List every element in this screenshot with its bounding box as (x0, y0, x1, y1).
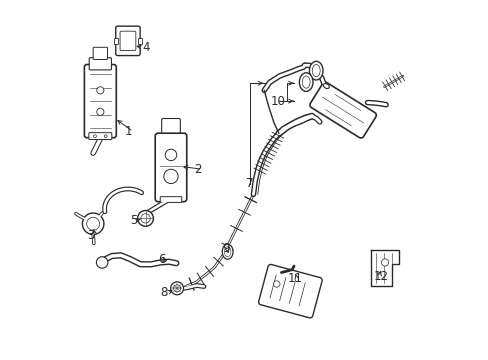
Text: 11: 11 (286, 272, 302, 285)
Circle shape (82, 213, 104, 234)
Bar (114, 38, 118, 44)
Circle shape (137, 211, 153, 226)
Text: 10: 10 (270, 95, 285, 108)
Polygon shape (370, 250, 399, 286)
FancyBboxPatch shape (309, 82, 376, 138)
Ellipse shape (323, 84, 328, 89)
Circle shape (96, 257, 108, 268)
FancyBboxPatch shape (120, 31, 136, 50)
Text: 8: 8 (160, 287, 167, 300)
FancyBboxPatch shape (162, 118, 180, 139)
Ellipse shape (309, 61, 323, 80)
Circle shape (97, 108, 104, 116)
Text: 3: 3 (87, 229, 95, 242)
Text: 6: 6 (158, 253, 165, 266)
Text: 4: 4 (142, 41, 149, 54)
Circle shape (173, 285, 180, 292)
Circle shape (381, 259, 388, 266)
FancyBboxPatch shape (155, 133, 186, 202)
Text: 1: 1 (124, 125, 131, 138)
FancyBboxPatch shape (89, 58, 111, 70)
FancyBboxPatch shape (116, 26, 140, 55)
Ellipse shape (224, 247, 230, 257)
Text: 5: 5 (129, 214, 137, 227)
Circle shape (163, 169, 178, 184)
FancyBboxPatch shape (84, 64, 116, 138)
Text: 7: 7 (245, 177, 253, 190)
Circle shape (93, 135, 96, 138)
Text: 12: 12 (372, 270, 387, 283)
Text: 2: 2 (194, 163, 201, 176)
Circle shape (165, 149, 176, 161)
Text: 9: 9 (222, 242, 229, 255)
FancyBboxPatch shape (258, 265, 322, 318)
Circle shape (104, 135, 107, 138)
Circle shape (86, 217, 100, 230)
FancyBboxPatch shape (93, 47, 107, 59)
Circle shape (97, 87, 104, 94)
Ellipse shape (312, 64, 320, 77)
Circle shape (141, 214, 150, 223)
Circle shape (273, 281, 280, 287)
Circle shape (170, 282, 183, 295)
Ellipse shape (302, 76, 309, 88)
FancyBboxPatch shape (160, 197, 182, 202)
Ellipse shape (222, 244, 233, 259)
Ellipse shape (299, 73, 312, 91)
Bar (137, 38, 142, 44)
FancyBboxPatch shape (89, 133, 112, 139)
